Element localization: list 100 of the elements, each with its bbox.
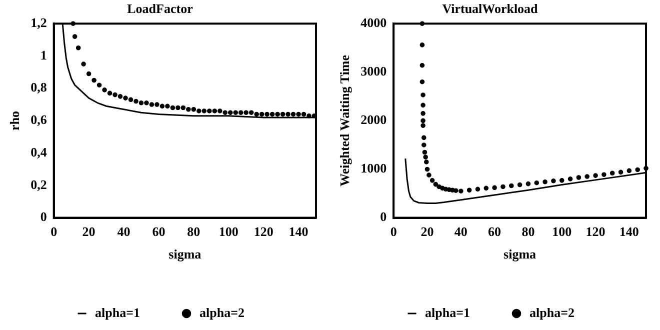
point xyxy=(568,176,573,182)
point xyxy=(107,90,112,96)
y-tick-label: 1 xyxy=(40,47,47,62)
x-axis-title: sigma xyxy=(504,246,537,262)
x-tick-label: 40 xyxy=(117,224,130,239)
point xyxy=(301,112,306,117)
point xyxy=(426,172,432,178)
point xyxy=(280,112,286,117)
y-tick-label: 0 xyxy=(40,209,47,224)
x-tick-label: 120 xyxy=(254,224,274,239)
y-tick-label: 1000 xyxy=(360,160,387,176)
point xyxy=(238,110,244,116)
point xyxy=(286,112,290,117)
point xyxy=(500,184,506,190)
x-tick-label: 20 xyxy=(420,224,434,239)
point xyxy=(602,172,606,177)
point xyxy=(144,100,149,106)
legend-label: alpha=1 xyxy=(95,304,140,320)
point xyxy=(551,178,556,184)
y-tick-label: 4000 xyxy=(360,14,387,30)
point xyxy=(154,102,160,107)
point xyxy=(576,175,582,180)
point xyxy=(244,110,248,116)
y-tick-label: 0 xyxy=(380,209,387,224)
point xyxy=(233,110,238,116)
point xyxy=(134,98,138,104)
x-tick-label: 140 xyxy=(619,224,639,239)
point xyxy=(420,79,425,84)
chart-title: VirtualWorkload xyxy=(442,1,539,16)
point xyxy=(81,62,86,66)
point xyxy=(290,112,296,117)
x-tick-label: 60 xyxy=(488,224,502,239)
point xyxy=(270,112,275,117)
point xyxy=(228,110,233,116)
x-tick-label: 120 xyxy=(586,224,606,239)
point xyxy=(138,100,144,106)
x-tick-label: 80 xyxy=(522,224,535,239)
point xyxy=(102,88,107,92)
point xyxy=(466,188,472,193)
point xyxy=(508,183,514,188)
point xyxy=(296,112,301,117)
point xyxy=(517,182,522,188)
x-axis-title: sigma xyxy=(168,246,202,262)
point xyxy=(180,105,186,110)
x-tick-label: 60 xyxy=(152,224,166,239)
y-tick-label: 1,2 xyxy=(30,14,47,30)
point xyxy=(186,106,191,112)
legend-label: alpha=1 xyxy=(425,304,470,320)
point xyxy=(484,186,489,191)
x-tick-label: 80 xyxy=(187,224,200,239)
point xyxy=(206,108,212,114)
x-tick-label: 0 xyxy=(50,224,58,239)
point xyxy=(430,178,435,183)
x-tick-label: 100 xyxy=(218,224,238,239)
point xyxy=(202,108,207,114)
point xyxy=(422,150,428,155)
point xyxy=(610,170,615,176)
point xyxy=(424,166,430,172)
point xyxy=(559,178,564,183)
point xyxy=(420,118,426,124)
point xyxy=(96,82,102,88)
point xyxy=(259,112,264,117)
y-tick-label: 0,6 xyxy=(30,112,48,128)
y-axis-title: rho xyxy=(7,110,22,130)
point xyxy=(160,104,165,109)
y-tick-label: 2000 xyxy=(360,112,387,128)
point xyxy=(458,188,464,194)
point xyxy=(191,106,196,112)
point xyxy=(420,62,425,68)
point xyxy=(526,181,531,186)
legend-label: alpha=2 xyxy=(530,304,574,320)
x-tick-label: 100 xyxy=(552,224,572,239)
point xyxy=(275,112,280,117)
point xyxy=(149,102,154,107)
point xyxy=(635,167,640,172)
point xyxy=(118,94,123,99)
point xyxy=(534,180,540,186)
y-tick-label: 0,8 xyxy=(30,80,48,95)
x-tick-label: 20 xyxy=(82,224,96,239)
y-tick-label: 0,2 xyxy=(30,176,47,192)
point xyxy=(618,170,624,175)
point xyxy=(420,123,426,128)
point xyxy=(433,182,438,187)
point xyxy=(76,45,81,50)
point xyxy=(420,42,425,48)
x-tick-label: 140 xyxy=(288,224,308,239)
point xyxy=(72,34,78,39)
point xyxy=(112,92,118,98)
point xyxy=(170,105,176,110)
point xyxy=(123,96,128,100)
point xyxy=(420,102,426,108)
x-tick-label: 0 xyxy=(390,224,397,239)
point xyxy=(92,78,96,83)
x-tick-label: 40 xyxy=(454,224,468,239)
point xyxy=(212,108,218,114)
point xyxy=(196,108,202,114)
point xyxy=(420,92,426,98)
point xyxy=(593,173,598,178)
point xyxy=(176,105,180,110)
chart-title: LoadFactor xyxy=(127,1,194,16)
